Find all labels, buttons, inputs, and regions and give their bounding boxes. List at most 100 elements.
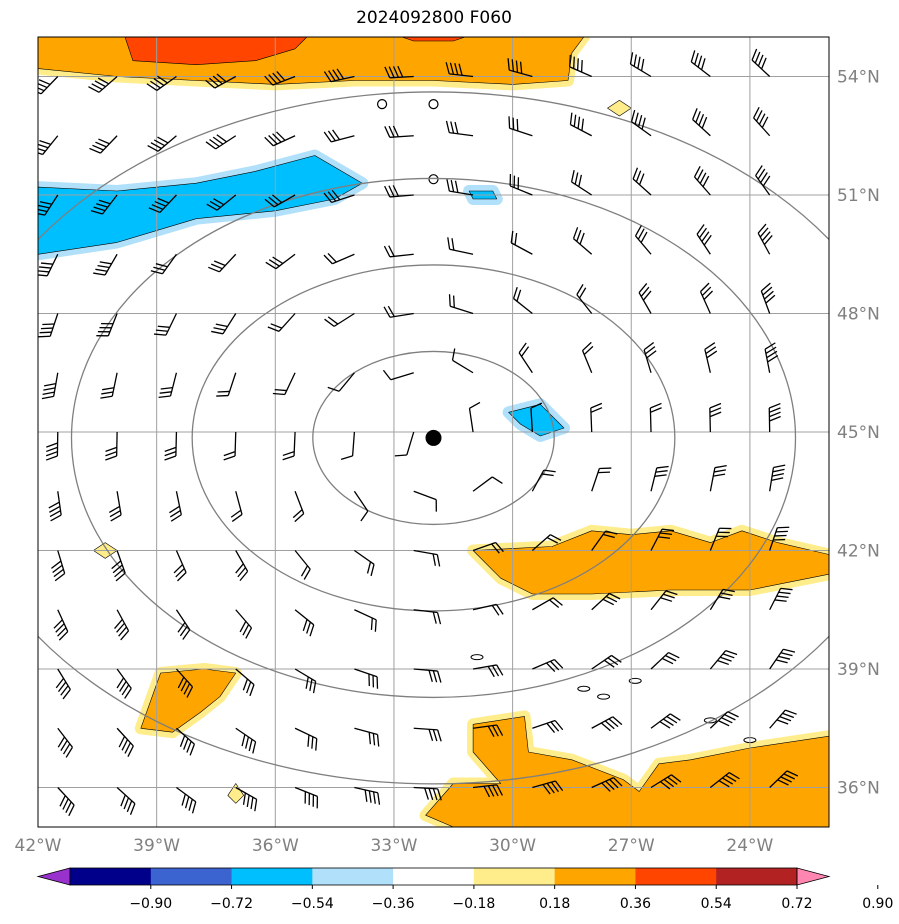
wind-barb <box>413 490 437 512</box>
colorbar-frame <box>69 867 798 886</box>
barb-feather <box>709 407 722 413</box>
barb-feather <box>607 657 619 666</box>
wind-barb <box>576 284 593 314</box>
contour-ellipse <box>470 654 484 661</box>
barb-feather <box>250 797 254 810</box>
barb-feather <box>384 126 391 138</box>
barb-shaft <box>42 135 59 155</box>
barb-feather <box>762 175 771 187</box>
barb-shaft <box>116 609 130 632</box>
barb-feather <box>424 787 429 800</box>
barb-feather <box>150 80 161 89</box>
wind-barb <box>216 372 237 397</box>
barb-feather <box>448 294 451 307</box>
barb-feather <box>327 386 340 392</box>
colorbar-tick-label: −0.18 <box>452 896 495 912</box>
barb-feather <box>765 346 777 354</box>
positive-north-core <box>124 37 308 65</box>
barb-feather <box>516 289 522 302</box>
wind-barb <box>292 491 305 523</box>
wind-barb <box>323 252 355 265</box>
barb-feather <box>769 411 781 418</box>
barb-feather <box>635 170 642 183</box>
wind-barb <box>208 253 237 273</box>
barb-shaft <box>354 727 378 736</box>
barb-feather <box>757 54 764 67</box>
barb-feather <box>508 116 511 129</box>
barb-feather <box>119 681 127 692</box>
barb-feather <box>112 564 123 574</box>
x-tick-label: 33°W <box>370 836 417 856</box>
barb-feather <box>578 287 587 299</box>
contour-circle <box>428 174 439 185</box>
barb-feather <box>120 794 126 807</box>
barb-feather <box>605 780 615 791</box>
wind-barb <box>354 668 379 689</box>
barb-shaft <box>175 609 191 631</box>
barb-feather <box>511 59 515 72</box>
x-tick-label: 36°W <box>252 836 299 856</box>
barb-feather <box>724 714 736 721</box>
range-ring <box>191 264 676 612</box>
barb-feather <box>208 77 219 87</box>
wind-barb <box>769 648 796 670</box>
barb-feather <box>327 252 337 263</box>
barb-feather <box>205 141 217 150</box>
barb-feather <box>638 282 648 294</box>
barb-shaft <box>104 253 118 276</box>
barb-feather <box>305 676 309 689</box>
barb-shaft <box>576 294 593 314</box>
barb-shaft <box>353 490 369 512</box>
barb-feather <box>776 595 789 599</box>
barb-feather <box>252 741 257 754</box>
wind-barb <box>591 654 622 670</box>
range-ring <box>312 350 555 526</box>
wind-barb <box>591 530 618 551</box>
barb-feather <box>581 118 584 131</box>
barb-feather <box>302 619 308 631</box>
barb-shaft <box>294 491 305 514</box>
barb-feather <box>231 513 243 522</box>
wind-barb <box>264 131 296 147</box>
map-layer <box>38 37 829 827</box>
barb-feather <box>583 345 594 356</box>
wind-barb <box>643 341 657 373</box>
barb-feather <box>159 391 172 394</box>
barb-feather <box>53 568 64 578</box>
barb-feather <box>97 77 110 85</box>
barb-feather <box>97 264 110 269</box>
barb-feather <box>690 50 696 63</box>
barb-feather <box>45 451 58 457</box>
contour-circle <box>428 99 439 110</box>
barb-feather <box>590 407 603 413</box>
barb-feather <box>541 473 554 477</box>
barb-shaft <box>215 135 237 150</box>
barb-feather <box>272 133 282 143</box>
barb-feather <box>364 789 368 802</box>
barb-feather <box>573 56 575 69</box>
barb-shaft <box>413 490 437 501</box>
wind-barb <box>272 372 296 396</box>
colorbar-segment <box>554 868 636 885</box>
colorbar-tick-label: 0.18 <box>539 896 570 912</box>
barb-feather <box>450 179 455 192</box>
barb-feather <box>507 58 510 71</box>
barb-feather <box>157 136 169 144</box>
barb-shaft <box>591 716 614 729</box>
barb-feather <box>100 395 113 399</box>
barb-feather <box>38 274 48 277</box>
barb-shaft <box>530 408 534 433</box>
barb-feather <box>769 415 781 422</box>
barb-shaft <box>692 119 711 137</box>
barb-shaft <box>234 431 237 457</box>
barb-feather <box>572 227 579 239</box>
barb-feather <box>216 394 229 397</box>
barb-feather <box>573 114 577 127</box>
barb-feather <box>151 204 164 210</box>
wind-barb <box>173 550 187 582</box>
barb-feather <box>660 781 671 790</box>
barb-shaft <box>338 372 355 392</box>
wind-barb <box>531 469 556 492</box>
barb-feather <box>186 686 194 698</box>
barb-shaft <box>573 238 593 255</box>
